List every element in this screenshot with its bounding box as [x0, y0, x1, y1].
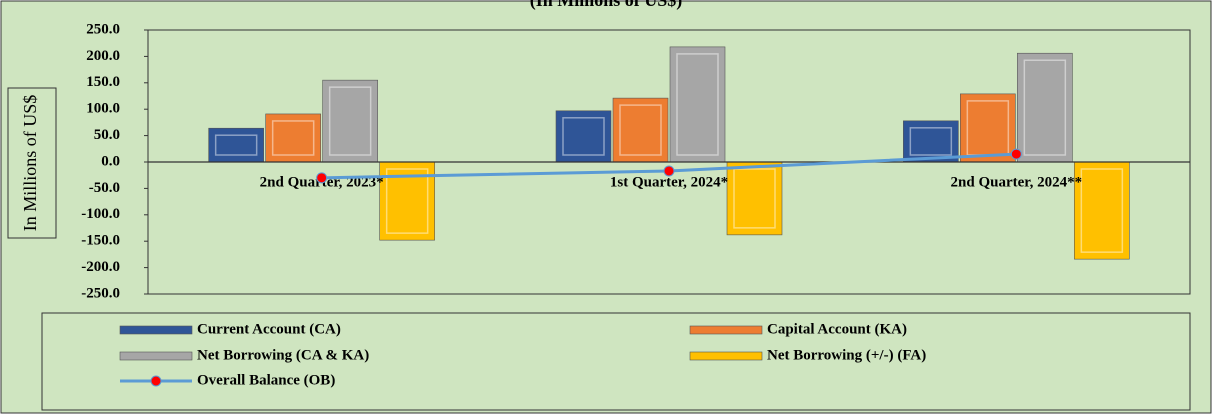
bar: [379, 161, 435, 241]
y-tick-label: 100.0: [86, 101, 120, 117]
chart-subtitle: (In Millions of US$): [530, 0, 683, 11]
legend-swatch: [689, 325, 763, 335]
bar: [726, 161, 783, 236]
y-tick-label: 250.0: [86, 21, 120, 37]
bar-bevel: [676, 53, 719, 156]
bar-bevel: [214, 134, 258, 156]
legend-swatch: [119, 351, 193, 361]
x-tick-label: 2nd Quarter, 2024**: [951, 174, 1083, 190]
bar-bevel: [385, 168, 429, 234]
bar: [1017, 52, 1073, 163]
legend-label: Capital Account (KA): [767, 321, 907, 337]
marker: [1010, 148, 1022, 160]
y-tick-label: 200.0: [86, 48, 120, 64]
y-tick-label: 150.0: [86, 74, 120, 90]
bar-bevel: [271, 120, 315, 156]
y-tick-label: 0.0: [101, 153, 120, 169]
bar: [555, 110, 612, 163]
marker: [663, 165, 675, 177]
bar: [265, 113, 321, 163]
y-tick-label: -200.0: [81, 259, 120, 275]
legend-label: Overall Balance (OB): [197, 372, 335, 388]
legend-marker: [150, 375, 162, 387]
legend-label: Net Borrowing (CA & KA): [197, 347, 369, 363]
y-label-box: [7, 87, 57, 239]
bar-bevel: [733, 168, 776, 229]
bar: [612, 97, 669, 163]
legend-box: [41, 312, 1191, 411]
y-tick-label: -100.0: [81, 206, 120, 222]
legend-label: Current Account (CA): [197, 321, 341, 337]
legend-label: Net Borrowing (+/-) (FA): [767, 347, 926, 363]
y-tick-label: -150.0: [81, 233, 120, 249]
bar: [322, 79, 378, 163]
y-tick-label: -250.0: [81, 285, 120, 301]
bar: [669, 46, 726, 163]
bar-bevel: [562, 117, 605, 156]
bar: [960, 93, 1016, 163]
bar: [1074, 161, 1130, 260]
bar-bevel: [328, 86, 372, 156]
bar: [903, 120, 959, 163]
bar-bevel: [1080, 168, 1124, 253]
y-axis-label: In Millions of US$: [20, 95, 40, 232]
marker: [316, 172, 328, 184]
legend-swatch: [689, 351, 763, 361]
y-tick-label: 50.0: [94, 127, 120, 143]
x-tick-label: 1st Quarter, 2024*: [610, 174, 728, 190]
bar: [208, 127, 264, 163]
legend-swatch: [119, 325, 193, 335]
bar-bevel: [1023, 59, 1067, 156]
bar-bevel: [619, 104, 662, 156]
y-tick-label: -50.0: [89, 180, 120, 196]
bar-bevel: [909, 127, 953, 156]
